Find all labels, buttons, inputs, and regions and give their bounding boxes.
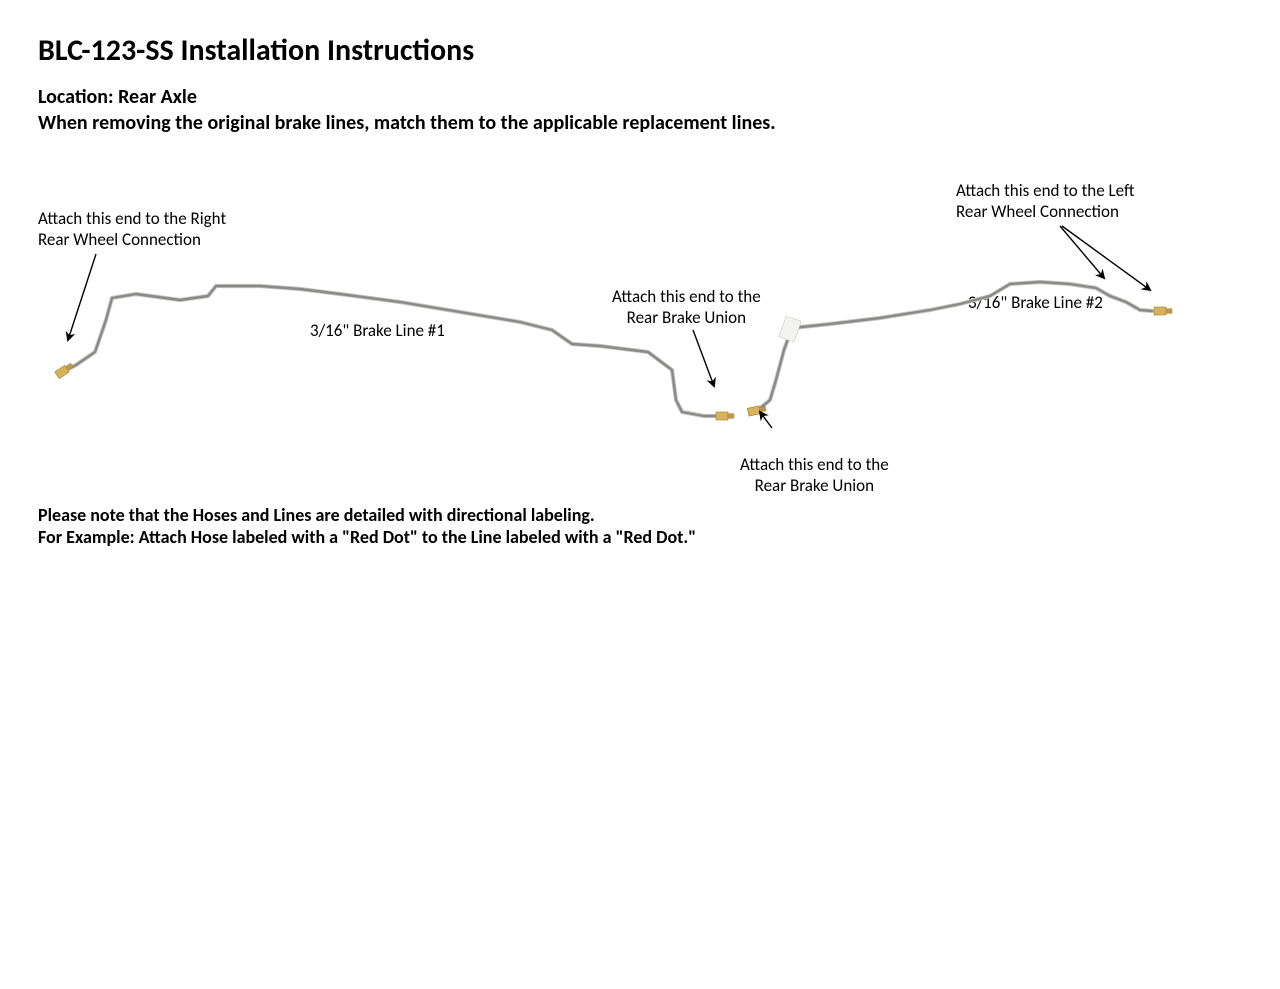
brass-fitting-icon bbox=[716, 412, 734, 420]
arrows-layer bbox=[68, 226, 1150, 428]
label-left-rear-wheel: Attach this end to the Left Rear Wheel C… bbox=[956, 180, 1134, 223]
footnote-red-dot: For Example: Attach Hose labeled with a … bbox=[38, 526, 696, 549]
callout-arrow bbox=[1060, 226, 1104, 278]
label-rear-union-bottom: Attach this end to the Rear Brake Union bbox=[740, 454, 889, 497]
label-rear-union-top: Attach this end to the Rear Brake Union bbox=[612, 286, 761, 329]
footnote-directional: Please note that the Hoses and Lines are… bbox=[38, 504, 595, 527]
brass-fitting-icon bbox=[55, 362, 74, 379]
callout-arrow bbox=[1062, 226, 1150, 290]
label-brake-line-1: 3/16" Brake Line #1 bbox=[310, 320, 445, 341]
location-line: Location: Rear Axle bbox=[38, 84, 197, 110]
brake-line-diagram bbox=[0, 0, 1280, 989]
callout-arrow bbox=[68, 254, 96, 340]
callout-arrow bbox=[693, 330, 714, 386]
callout-arrow bbox=[760, 412, 772, 428]
product-tag-icon bbox=[779, 316, 802, 342]
label-brake-line-2: 3/16" Brake Line #2 bbox=[968, 292, 1103, 313]
label-right-rear-wheel: Attach this end to the Right Rear Wheel … bbox=[38, 208, 226, 251]
page-title: BLC-123-SS Installation Instructions bbox=[38, 32, 474, 69]
brass-fitting-icon bbox=[747, 405, 766, 417]
instruction-line: When removing the original brake lines, … bbox=[38, 110, 776, 136]
brass-fitting-icon bbox=[1154, 307, 1172, 315]
